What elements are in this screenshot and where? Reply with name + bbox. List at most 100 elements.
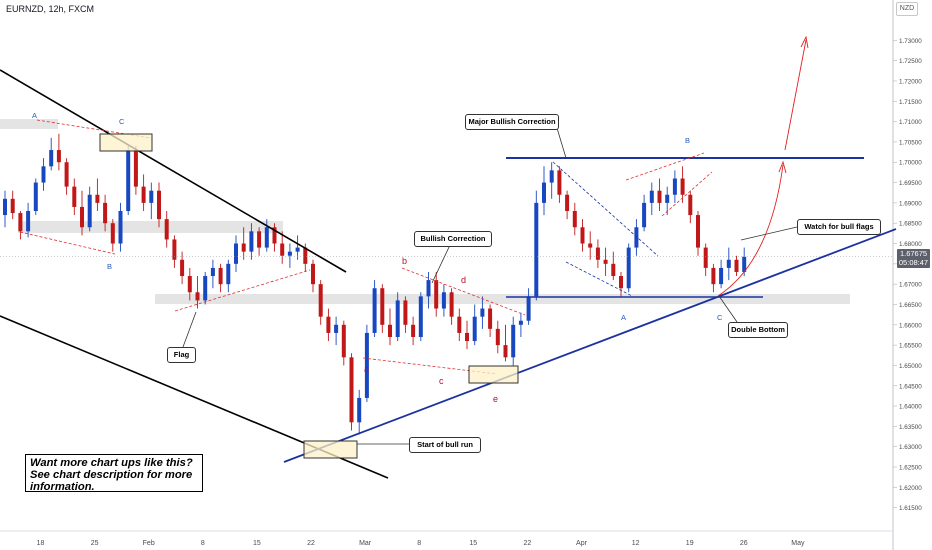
candle[interactable] — [357, 389, 362, 435]
candle[interactable] — [657, 178, 662, 212]
candle[interactable] — [95, 178, 100, 212]
downtrend-line-upper[interactable] — [0, 69, 347, 273]
candle[interactable] — [241, 227, 246, 260]
candle[interactable] — [403, 296, 408, 333]
callout-double-bottom[interactable]: Double Bottom — [728, 322, 788, 338]
candle[interactable] — [157, 182, 161, 228]
candle[interactable] — [465, 320, 469, 350]
candle[interactable] — [110, 219, 115, 252]
candle[interactable] — [249, 223, 254, 260]
candle[interactable] — [341, 320, 346, 366]
candle[interactable] — [49, 137, 54, 171]
candle[interactable] — [280, 231, 285, 264]
candle[interactable] — [380, 284, 385, 333]
candle[interactable] — [511, 316, 516, 366]
candle[interactable] — [449, 288, 454, 325]
candle[interactable] — [164, 211, 169, 248]
candle[interactable] — [395, 292, 400, 342]
candle[interactable] — [26, 202, 31, 238]
candle[interactable] — [672, 170, 677, 203]
candle[interactable] — [287, 243, 292, 268]
candle[interactable] — [87, 186, 92, 232]
currency-badge[interactable]: NZD — [896, 2, 918, 16]
candle[interactable] — [56, 133, 61, 171]
candle[interactable] — [619, 271, 623, 297]
candle[interactable] — [10, 190, 15, 220]
box-top-c[interactable] — [99, 133, 153, 152]
candle[interactable] — [218, 263, 223, 293]
candle[interactable] — [634, 219, 639, 256]
candle[interactable] — [118, 202, 123, 252]
candle[interactable] — [580, 219, 585, 252]
candle[interactable] — [195, 276, 200, 309]
uptrend-line[interactable] — [283, 228, 897, 463]
candle[interactable] — [234, 235, 238, 272]
candle[interactable] — [696, 211, 700, 256]
box-bull-start[interactable] — [303, 440, 358, 459]
candle[interactable] — [210, 259, 215, 289]
candle[interactable] — [272, 223, 277, 252]
candle[interactable] — [33, 178, 38, 216]
candle[interactable] — [688, 190, 693, 224]
candle[interactable] — [64, 158, 69, 195]
candle[interactable] — [372, 280, 377, 337]
candle[interactable] — [534, 190, 539, 301]
candle[interactable] — [595, 239, 600, 268]
candle[interactable] — [642, 194, 647, 232]
candle[interactable] — [703, 243, 708, 277]
candle[interactable] — [572, 202, 577, 236]
candle[interactable] — [434, 271, 439, 317]
candle[interactable] — [680, 166, 685, 203]
callout-start-of-bull-run[interactable]: Start of bull run — [409, 437, 481, 453]
candle[interactable] — [719, 259, 724, 289]
candle[interactable] — [495, 320, 500, 354]
candle[interactable] — [126, 145, 131, 216]
candle[interactable] — [588, 231, 593, 260]
candle[interactable] — [334, 316, 339, 346]
candle[interactable] — [41, 158, 46, 191]
candle[interactable] — [264, 219, 269, 252]
candle[interactable] — [603, 247, 608, 277]
candle[interactable] — [180, 251, 185, 285]
candle[interactable] — [549, 162, 554, 199]
box-e[interactable] — [468, 365, 519, 384]
candle[interactable] — [172, 235, 177, 268]
price-axis-panel[interactable] — [893, 0, 932, 550]
candle[interactable] — [133, 145, 138, 195]
candle[interactable] — [318, 280, 323, 325]
candle[interactable] — [3, 190, 7, 228]
candle[interactable] — [18, 211, 23, 240]
candle[interactable] — [480, 296, 485, 329]
candle[interactable] — [665, 186, 670, 216]
candle[interactable] — [364, 324, 369, 403]
candle[interactable] — [441, 284, 446, 317]
candle[interactable] — [226, 259, 231, 293]
candle[interactable] — [626, 243, 631, 293]
candle[interactable] — [711, 263, 716, 293]
candle[interactable] — [388, 308, 392, 346]
candle[interactable] — [349, 353, 354, 431]
callout-watch-bull-flags[interactable]: Watch for bull flags — [797, 219, 881, 235]
candle[interactable] — [203, 271, 208, 305]
candle[interactable] — [326, 308, 331, 342]
candle[interactable] — [526, 288, 531, 325]
candle[interactable] — [488, 304, 493, 337]
candle[interactable] — [557, 166, 562, 203]
candle[interactable] — [411, 316, 416, 346]
candle[interactable] — [649, 182, 654, 216]
candle[interactable] — [518, 312, 523, 337]
candle[interactable] — [565, 190, 570, 220]
candle[interactable] — [726, 247, 731, 281]
candle[interactable] — [103, 194, 108, 232]
callout-major-bullish-correction[interactable]: Major Bullish Correction — [465, 114, 559, 130]
candle[interactable] — [295, 235, 300, 260]
candle[interactable] — [257, 227, 262, 256]
candle[interactable] — [418, 292, 423, 342]
callout-bullish-correction[interactable]: Bullish Correction — [414, 231, 492, 247]
candle[interactable] — [734, 255, 739, 277]
candle[interactable] — [472, 304, 477, 346]
candle[interactable] — [542, 166, 546, 216]
candle[interactable] — [426, 271, 431, 309]
candle[interactable] — [141, 174, 146, 212]
